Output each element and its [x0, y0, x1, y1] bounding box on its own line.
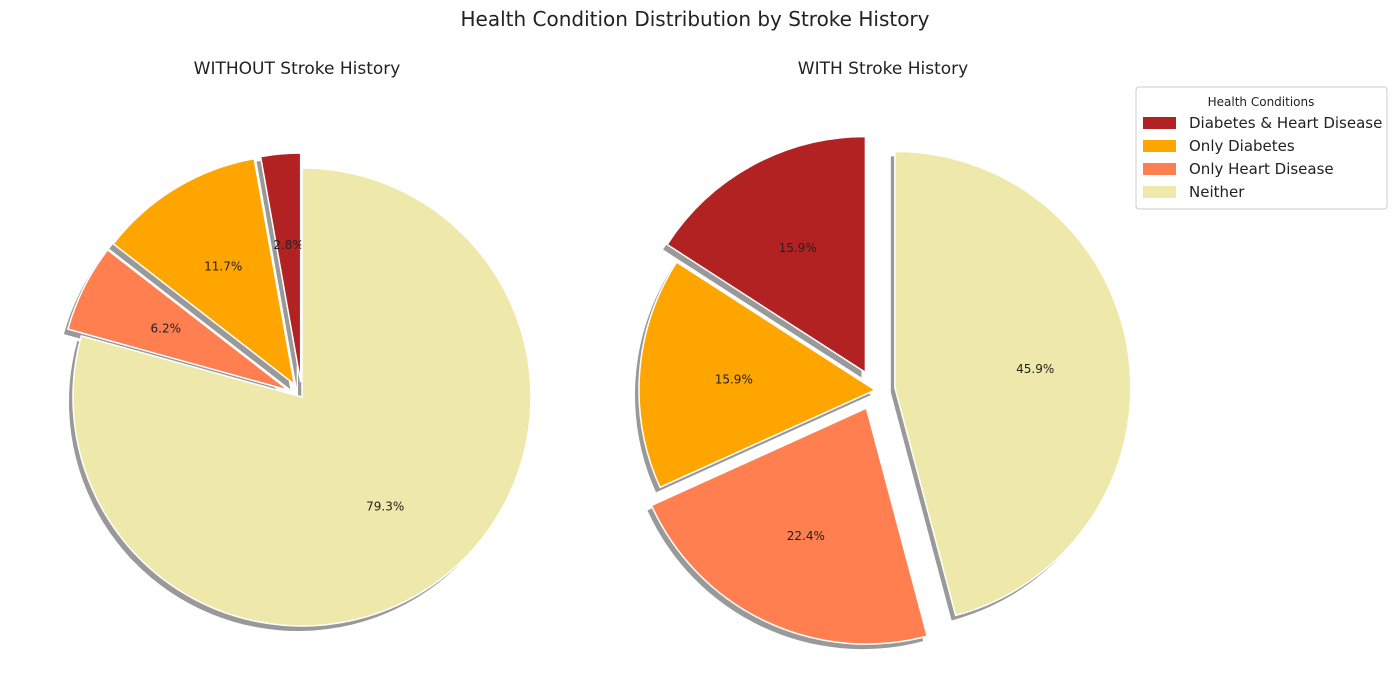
slice-label: 2.8%	[273, 238, 304, 252]
slice-label: 15.9%	[779, 241, 817, 255]
pie-slice-only-diabetes	[112, 157, 296, 386]
slice-label: 6.2%	[151, 322, 182, 336]
legend-box	[1135, 86, 1388, 210]
pie-slice-neither	[72, 167, 532, 627]
pie-slice-only-heart-disease	[66, 248, 290, 391]
figure-title: Health Condition Distribution by Stroke …	[461, 7, 930, 31]
slice-label: 15.9%	[715, 373, 753, 387]
legend-label: Only Heart Disease	[1189, 160, 1334, 178]
legend-item: Diabetes & Heart Disease	[1143, 114, 1382, 132]
legend-swatch	[1143, 163, 1176, 175]
legend-swatch	[1143, 117, 1176, 129]
left-pie-title: WITHOUT Stroke History	[194, 59, 401, 79]
pie-0: 2.8% 11.7% 6.2% 79.3%	[63, 152, 532, 631]
pie-slice-diabetes-heart-disease	[666, 135, 867, 374]
legend-item: Neither	[1143, 183, 1245, 201]
pie-slice-only-heart-disease	[650, 407, 929, 645]
legend-swatch	[1143, 186, 1176, 198]
legend-swatch	[1143, 140, 1176, 152]
legend-label: Neither	[1189, 183, 1245, 201]
pie-slice-diabetes-heart-disease	[259, 152, 302, 383]
pie-slice-only-diabetes	[638, 261, 877, 489]
right-pie-title: WITH Stroke History	[798, 59, 968, 79]
legend-item: Only Heart Disease	[1143, 160, 1334, 178]
pie-slice-neither	[894, 150, 1132, 617]
legend-label: Diabetes & Heart Disease	[1189, 114, 1382, 132]
legend-label: Only Diabetes	[1189, 137, 1295, 155]
slice-label: 79.3%	[366, 499, 404, 513]
pie-1: 15.9% 15.9% 22.4% 45.9%	[635, 135, 1132, 650]
slice-label: 45.9%	[1016, 362, 1054, 376]
slice-label: 11.7%	[204, 260, 242, 274]
slice-label: 22.4%	[787, 529, 825, 543]
legend-item: Only Diabetes	[1143, 137, 1295, 155]
legend-title: Health Conditions	[1208, 95, 1315, 109]
legend: Health Conditions Diabetes & Heart Disea…	[1135, 86, 1388, 210]
